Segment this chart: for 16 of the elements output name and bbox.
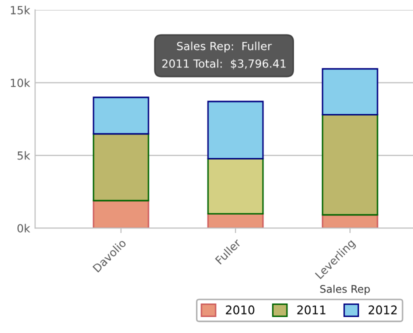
- y-tick-label: 0k: [17, 224, 30, 232]
- x-axis-title: Sales Rep: [320, 284, 370, 295]
- bar: [207, 158, 264, 215]
- y-tick-label: 15k: [10, 6, 30, 14]
- bar: [92, 200, 150, 228]
- bar: [322, 68, 378, 116]
- legend-label: 2011: [297, 305, 326, 314]
- bar: [207, 100, 264, 160]
- legend-label: 2012: [368, 305, 397, 314]
- bar: [92, 133, 150, 202]
- y-tick-label: 10k: [10, 78, 30, 88]
- y-tick-label: 5k: [18, 151, 30, 160]
- bar: [322, 114, 378, 216]
- legend-label: 2010: [226, 305, 254, 314]
- bar: [92, 96, 150, 135]
- annotation: Sales Rep: Fuller 2011 Total: $3,796.41: [162, 42, 286, 70]
